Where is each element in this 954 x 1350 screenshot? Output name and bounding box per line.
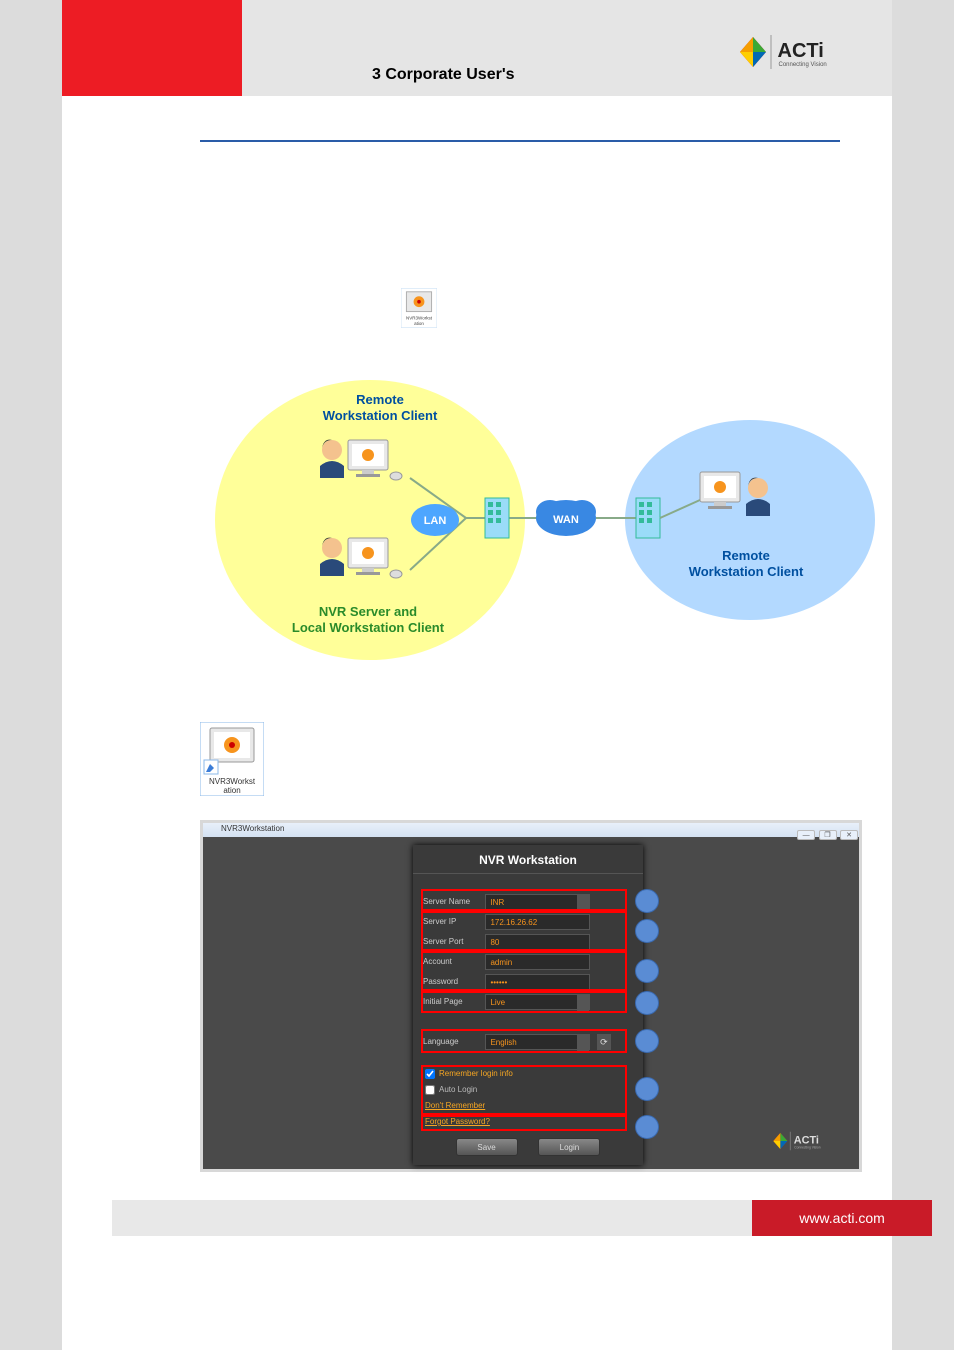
forgot-password-link[interactable]: Forgot Password? <box>425 1117 490 1126</box>
password-row: Password •••••• <box>423 973 590 991</box>
svg-text:NVR3Workst: NVR3Workst <box>406 316 433 321</box>
remember-label: Remember login info <box>439 1069 513 1078</box>
account-input[interactable]: admin <box>485 954 590 970</box>
svg-text:NVR Server and: NVR Server and <box>319 604 417 619</box>
server-name-label: Server Name <box>423 893 481 911</box>
window-title: NVR3Workstation <box>221 824 284 833</box>
close-button[interactable]: ✕ <box>840 830 858 840</box>
callout-2 <box>635 919 659 943</box>
login-panel: NVR Workstation Server Name INR Server I… <box>413 845 643 1165</box>
language-select[interactable]: English <box>485 1034 590 1050</box>
svg-text:Remote: Remote <box>356 392 404 407</box>
svg-text:Local Workstation Client: Local Workstation Client <box>292 620 445 635</box>
language-label: Language <box>423 1033 481 1051</box>
password-input[interactable]: •••••• <box>485 974 590 990</box>
minimize-button[interactable]: — <box>797 830 815 840</box>
server-name-select[interactable]: INR <box>485 894 590 910</box>
app-shortcut-icon[interactable]: NVR3Workst ation <box>200 722 264 796</box>
header-red-block <box>62 0 242 96</box>
svg-text:ACTi: ACTi <box>778 40 824 62</box>
svg-text:Connecting Vision: Connecting Vision <box>779 62 827 68</box>
password-label: Password <box>423 973 481 991</box>
login-button[interactable]: Login <box>538 1138 600 1156</box>
window-buttons: — ❐ ✕ <box>798 824 858 836</box>
button-row: Save Login <box>413 1137 643 1156</box>
auto-login-checkbox[interactable]: Auto Login <box>425 1085 477 1095</box>
svg-text:Workstation Client: Workstation Client <box>323 408 438 423</box>
dont-remember-label: Don't Remember <box>425 1101 485 1110</box>
wan-label: WAN <box>553 514 579 526</box>
network-diagram: LAN WAN Remote Workstation Client <box>200 370 890 680</box>
app-shortcut-icon-small: NVR3Workst ation <box>401 288 437 328</box>
svg-text:NVR3Workst: NVR3Workst <box>209 777 256 786</box>
svg-text:Workstation Client: Workstation Client <box>689 564 804 579</box>
svg-text:Connecting Vision: Connecting Vision <box>794 1146 820 1150</box>
maximize-button[interactable]: ❐ <box>819 830 837 840</box>
server-name-row: Server Name INR <box>423 893 590 911</box>
login-heading: NVR Workstation <box>413 845 643 874</box>
server-port-input[interactable]: 80 <box>485 934 590 950</box>
server-port-row: Server Port 80 <box>423 933 590 951</box>
callout-3 <box>635 959 659 983</box>
footer-gray <box>112 1200 752 1236</box>
server-ip-row: Server IP 172.16.26.62 <box>423 913 590 931</box>
callout-7 <box>635 1115 659 1139</box>
language-row: Language English ⟳ <box>423 1033 611 1051</box>
account-row: Account admin <box>423 953 590 971</box>
footer-url[interactable]: www.acti.com <box>752 1200 932 1236</box>
remember-checkbox-input[interactable] <box>425 1069 435 1079</box>
initial-page-label: Initial Page <box>423 993 481 1011</box>
initial-page-row: Initial Page Live <box>423 993 590 1011</box>
svg-text:ation: ation <box>223 786 240 795</box>
callout-4 <box>635 991 659 1015</box>
login-screenshot: NVR3Workstation — ❐ ✕ NVR Workstation Se… <box>200 820 862 1172</box>
acti-logo-small: ACTi Connecting Vision <box>771 1129 841 1153</box>
acti-logo: ACTi Connecting Vision <box>740 30 860 74</box>
server-ip-input[interactable]: 172.16.26.62 <box>485 914 590 930</box>
server-ip-label: Server IP <box>423 913 481 931</box>
svg-text:ation: ation <box>414 321 424 326</box>
callout-1 <box>635 889 659 913</box>
window-titlebar: NVR3Workstation — ❐ ✕ <box>203 823 859 837</box>
page-title: 3 Corporate User's <box>372 66 515 84</box>
document-page: 3 Corporate User's ACTi Connecting Visio… <box>62 0 892 1350</box>
language-refresh-icon[interactable]: ⟳ <box>597 1034 611 1050</box>
remember-checkbox[interactable]: Remember login info <box>425 1069 513 1079</box>
save-button[interactable]: Save <box>456 1138 518 1156</box>
auto-login-label: Auto Login <box>439 1085 477 1094</box>
initial-page-select[interactable]: Live <box>485 994 590 1010</box>
auto-login-checkbox-input[interactable] <box>425 1085 435 1095</box>
section-divider <box>200 140 840 142</box>
svg-text:ACTi: ACTi <box>794 1135 819 1147</box>
forgot-password-label: Forgot Password? <box>425 1117 490 1126</box>
callout-5 <box>635 1029 659 1053</box>
server-port-label: Server Port <box>423 933 481 951</box>
dont-remember-link[interactable]: Don't Remember <box>425 1101 485 1110</box>
svg-text:Remote: Remote <box>722 548 770 563</box>
callout-6 <box>635 1077 659 1101</box>
account-label: Account <box>423 953 481 971</box>
lan-label: LAN <box>424 515 447 527</box>
